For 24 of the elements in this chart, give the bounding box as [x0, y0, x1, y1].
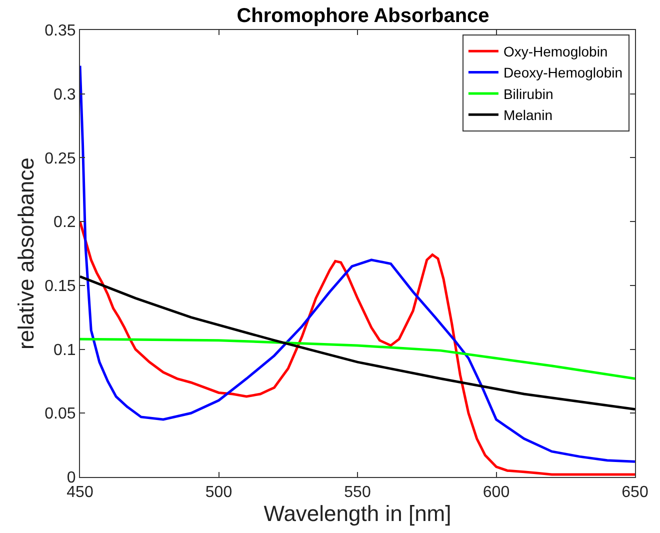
- y-tick-label: 0.1: [54, 342, 76, 359]
- x-axis-title: Wavelength in [nm]: [264, 501, 452, 526]
- x-tick-label: 500: [205, 484, 232, 502]
- line-series: [80, 64, 635, 463]
- line-series: [80, 220, 635, 476]
- legend-label: Deoxy-Hemoglobin: [503, 64, 623, 81]
- y-tick-label: 0.15: [44, 278, 76, 296]
- y-tick-label: 0.3: [54, 86, 76, 104]
- legend-label: Bilirubin: [503, 86, 554, 102]
- y-tick-label: 0.35: [44, 22, 76, 40]
- y-tick-label: 0.05: [44, 406, 76, 423]
- x-tick-label: 650: [622, 484, 648, 502]
- chart-title: Chromophore Absorbance: [236, 4, 490, 27]
- x-tick-label: 450: [66, 484, 94, 502]
- y-tick-label: 0.2: [54, 214, 76, 232]
- y-axis-title: relative absorbance: [13, 157, 38, 350]
- line-series: [80, 338, 635, 380]
- legend-label: Melanin: [503, 107, 552, 124]
- y-tick-label: 0.25: [44, 150, 76, 168]
- x-tick-label: 550: [344, 484, 371, 502]
- x-tick-label: 600: [482, 484, 510, 502]
- y-tick-label: 0: [66, 470, 76, 487]
- legend-label: Oxy-Hemoglobin: [503, 44, 608, 60]
- line-series: [80, 275, 635, 411]
